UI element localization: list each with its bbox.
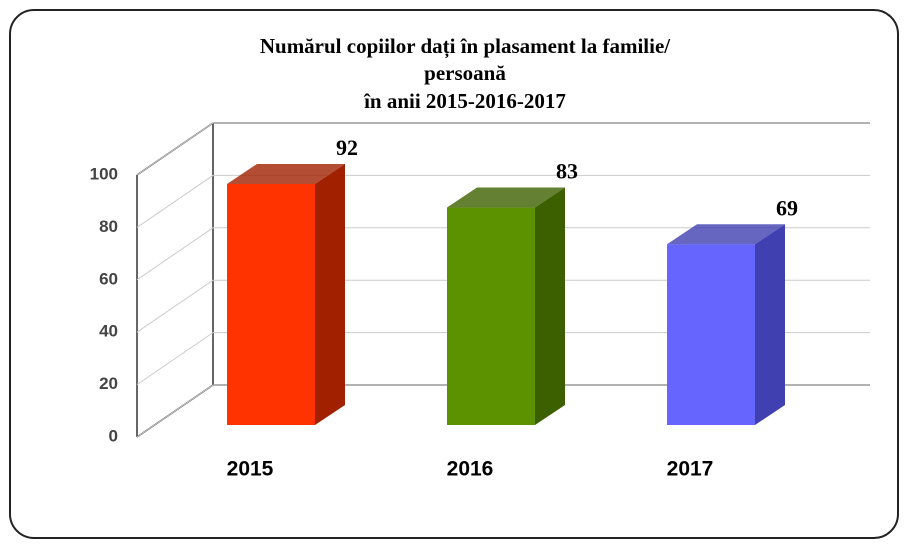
bar-side bbox=[315, 163, 345, 425]
bar bbox=[227, 183, 315, 425]
grid-line bbox=[136, 384, 870, 438]
x-tick-label: 2015 bbox=[227, 458, 274, 481]
y-tick-label: 80 bbox=[99, 217, 118, 236]
y-tick-label: 20 bbox=[99, 374, 118, 393]
y-tick-label: 0 bbox=[109, 426, 118, 445]
value-label: 83 bbox=[556, 159, 578, 184]
x-tick-label: 2016 bbox=[447, 458, 494, 481]
y-tick-label: 60 bbox=[99, 269, 118, 288]
bar bbox=[447, 207, 535, 425]
value-label: 92 bbox=[336, 135, 358, 160]
bar-side bbox=[535, 187, 565, 425]
grid-line bbox=[136, 279, 870, 333]
bar-top bbox=[667, 224, 785, 245]
y-tick-label: 40 bbox=[99, 322, 118, 341]
value-label: 69 bbox=[776, 195, 798, 220]
grid-line bbox=[136, 122, 870, 176]
x-tick-label: 2017 bbox=[667, 458, 714, 481]
chart-title: Numărul copiilor dați în plasament la fa… bbox=[260, 34, 671, 59]
y-tick-label: 100 bbox=[90, 164, 118, 183]
grid-line bbox=[136, 332, 870, 386]
bar bbox=[667, 244, 755, 425]
grid-line bbox=[136, 227, 870, 281]
chart-title: persoană bbox=[424, 61, 506, 85]
bar-side bbox=[755, 224, 785, 425]
chart-title: în anii 2015-2016-2017 bbox=[363, 89, 566, 113]
grid-line bbox=[136, 174, 870, 228]
bar-top bbox=[447, 187, 565, 208]
bar-top bbox=[227, 163, 345, 184]
